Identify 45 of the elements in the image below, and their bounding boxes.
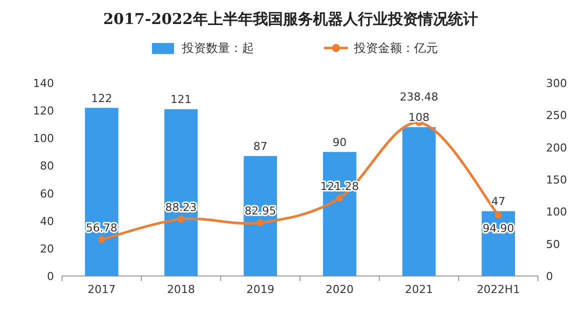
x-tick-label: 2021: [405, 283, 433, 296]
data-label: 82.95: [244, 204, 276, 218]
data-label: 238.48: [400, 90, 438, 104]
y2-tick-label: 150: [546, 174, 567, 186]
y-tick-label: 120: [33, 104, 54, 118]
y2-tick-label: 0: [546, 270, 553, 283]
y-tick-label: 100: [33, 132, 54, 146]
y-tick-label: 40: [40, 214, 54, 228]
legend-label: 投资金额：亿元: [353, 41, 438, 55]
y2-tick-label: 50: [546, 238, 560, 251]
bar: [244, 156, 277, 276]
data-label: 90: [332, 136, 347, 149]
y2-tick-label: 100: [546, 206, 567, 219]
x-tick-label: 2019: [246, 283, 274, 296]
x-tick-label: 2017: [88, 283, 116, 296]
y-tick-label: 0: [47, 270, 54, 283]
point: [178, 216, 184, 223]
point: [256, 219, 264, 226]
point: [98, 236, 106, 243]
y-tick-label: 60: [40, 187, 54, 200]
bar: [323, 152, 356, 276]
data-label: 88.23: [165, 201, 197, 214]
bar: [402, 127, 436, 276]
y-tick-label: 20: [40, 242, 54, 256]
data-label: 121: [170, 93, 192, 106]
data-label: 87: [253, 140, 268, 154]
x-tick-label: 2018: [167, 283, 195, 296]
x-tick-label: 2022H1: [476, 283, 520, 296]
data-label: 108: [408, 111, 430, 124]
y-tick-label: 140: [33, 77, 54, 90]
point: [336, 194, 344, 202]
bar: [85, 108, 118, 276]
legend-label: 投资数量：起: [181, 41, 254, 55]
data-label: 94.90: [482, 222, 514, 235]
y2-tick-label: 200: [546, 141, 567, 154]
data-label: 56.78: [86, 221, 118, 234]
y-tick-label: 80: [40, 160, 54, 173]
chart-title: 2017-2022年上半年我国服务机器人行业投资情况统计: [103, 10, 478, 28]
bar: [164, 109, 198, 276]
x-tick-label: 2020: [326, 283, 354, 296]
y2-tick-label: 300: [546, 77, 567, 90]
data-label: 122: [91, 92, 112, 105]
y2-tick-label: 250: [546, 109, 567, 122]
point: [494, 211, 502, 218]
data-label: 47: [491, 195, 506, 208]
